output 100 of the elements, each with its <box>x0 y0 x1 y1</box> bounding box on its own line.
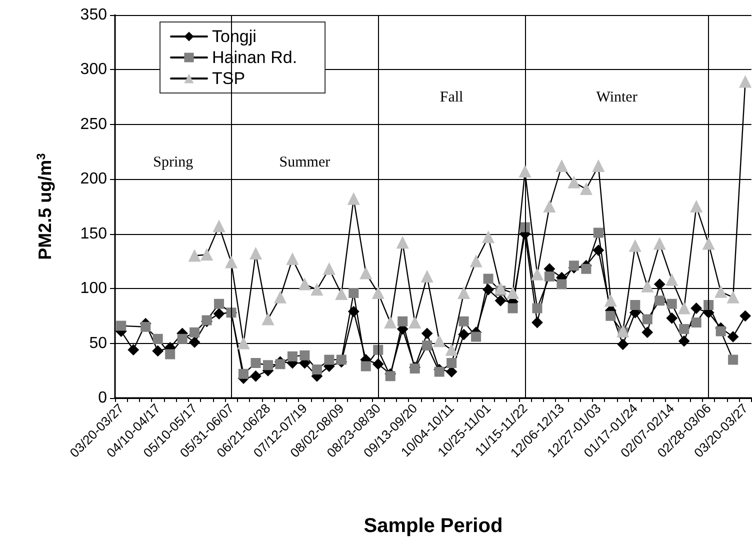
point <box>494 282 507 295</box>
point <box>543 200 556 212</box>
point <box>336 354 346 365</box>
point <box>287 351 298 362</box>
point <box>678 336 690 347</box>
point <box>250 248 262 260</box>
point <box>592 244 604 256</box>
point <box>702 238 715 250</box>
point <box>348 192 360 205</box>
point <box>630 300 640 310</box>
point <box>458 329 470 340</box>
point <box>300 350 310 360</box>
y-tick-label: 250 <box>80 116 108 133</box>
point <box>140 322 151 332</box>
point <box>213 220 226 232</box>
point <box>298 278 311 290</box>
point <box>128 344 139 356</box>
point <box>360 361 371 372</box>
point <box>544 272 554 282</box>
point <box>324 354 334 365</box>
point <box>200 248 213 261</box>
y-tick-label: 150 <box>80 225 108 242</box>
point <box>262 313 274 326</box>
point <box>312 364 322 375</box>
point <box>250 358 261 368</box>
point <box>396 236 409 249</box>
point <box>470 255 482 268</box>
point <box>152 345 164 356</box>
point <box>716 326 726 336</box>
point <box>604 294 617 307</box>
point <box>690 302 702 314</box>
point <box>691 317 702 328</box>
point <box>189 336 200 348</box>
y-tick-label: 0 <box>98 390 108 406</box>
point <box>617 338 628 350</box>
point <box>483 274 494 284</box>
point <box>495 295 506 306</box>
point <box>606 310 616 321</box>
y-tick-label: 350 <box>80 6 108 24</box>
point <box>214 308 225 320</box>
annotation: Fall <box>440 89 464 106</box>
point <box>629 240 642 252</box>
point <box>728 331 739 342</box>
point <box>556 279 567 290</box>
y-tick-label: 50 <box>89 334 108 352</box>
point <box>446 358 457 368</box>
point <box>739 76 752 88</box>
point <box>508 303 518 314</box>
point <box>385 371 396 382</box>
point <box>654 238 666 250</box>
point <box>238 368 249 379</box>
point <box>274 291 286 304</box>
point <box>506 286 519 299</box>
point <box>275 359 286 370</box>
point <box>727 291 740 304</box>
point <box>471 332 482 342</box>
point <box>384 316 396 328</box>
point <box>642 314 652 324</box>
point <box>568 260 579 271</box>
point <box>740 310 751 322</box>
point <box>372 286 384 299</box>
point <box>532 303 542 314</box>
x-axis-title: Sample Period <box>364 515 503 537</box>
point <box>262 360 273 370</box>
point <box>654 278 666 290</box>
point <box>446 344 458 356</box>
point <box>728 354 738 365</box>
point <box>250 370 262 382</box>
point <box>398 316 408 326</box>
point <box>580 182 592 195</box>
point <box>360 267 372 280</box>
point <box>434 366 444 377</box>
point <box>408 316 421 328</box>
point <box>286 253 298 266</box>
point <box>421 270 434 283</box>
point <box>433 335 446 348</box>
annotation: Summer <box>279 154 330 170</box>
point <box>458 316 469 326</box>
point <box>690 200 702 212</box>
point <box>654 296 665 306</box>
point <box>641 280 654 292</box>
point <box>482 231 494 244</box>
point <box>714 286 727 298</box>
point <box>188 250 201 262</box>
point <box>666 298 677 309</box>
point <box>348 288 359 298</box>
point <box>593 228 604 238</box>
point <box>642 326 653 338</box>
point <box>422 340 432 350</box>
point <box>165 349 176 360</box>
point <box>116 320 126 331</box>
point <box>531 268 544 280</box>
y-axis-title: PM2.5 ug/m3 <box>34 152 55 260</box>
point <box>458 286 470 299</box>
y-tick-label: 300 <box>80 61 108 78</box>
point <box>310 284 323 296</box>
point <box>335 288 348 300</box>
y-tick-label: 200 <box>80 170 108 188</box>
point <box>556 160 568 172</box>
point <box>666 312 678 324</box>
